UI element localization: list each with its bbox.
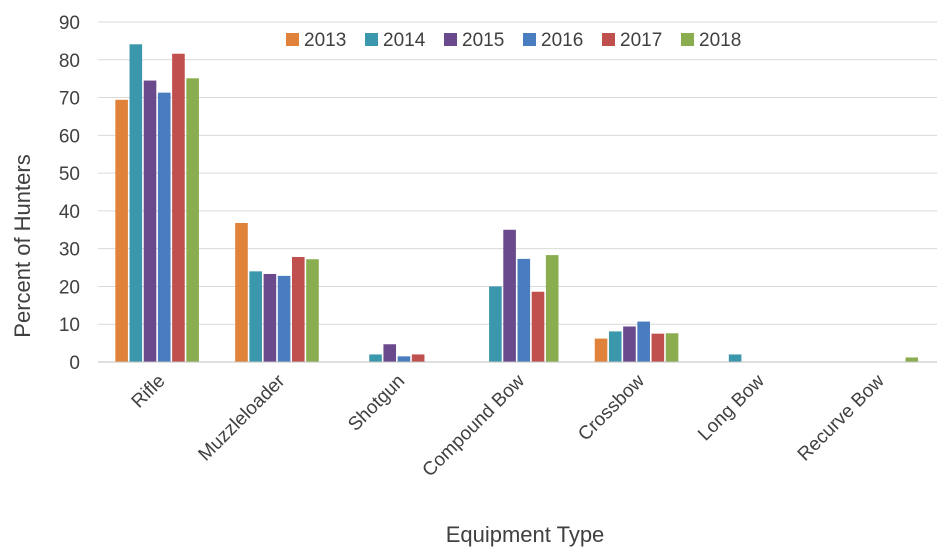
x-axis-title: Equipment Type	[446, 522, 605, 547]
bar-2015-crossbow	[623, 326, 636, 362]
legend: 2013 2014 2015 2016 2017 2018	[286, 30, 741, 51]
bar-2018-muzzleloader	[306, 259, 319, 362]
y-tick-label: 30	[59, 240, 80, 261]
bar-2018-crossbow	[665, 333, 679, 362]
legend-swatch	[523, 33, 536, 46]
y-tick-label: 80	[59, 51, 80, 72]
bar-2013-crossbow	[594, 338, 608, 362]
y-tick-label: 20	[59, 277, 80, 298]
bar-2015-compound-bow	[503, 229, 516, 362]
bar-2016-compound-bow	[517, 258, 531, 362]
x-tick-label: Recurve Bow	[794, 370, 889, 465]
bar-2014-long-bow	[728, 354, 742, 362]
bar-2016-rifle	[157, 92, 171, 363]
bar-2014-rifle	[129, 44, 143, 363]
bar-2017-muzzleloader	[291, 256, 305, 362]
bar-2013-rifle	[115, 99, 128, 363]
bar-2016-shotgun	[397, 356, 411, 362]
bar-2014-crossbow	[608, 331, 622, 362]
x-tick-label: Crossbow	[574, 370, 649, 445]
legend-swatch	[602, 33, 615, 46]
bar-2014-shotgun	[369, 354, 382, 362]
bar-2015-muzzleloader	[263, 273, 277, 362]
bar-2017-compound-bow	[531, 291, 545, 362]
bars	[115, 44, 919, 363]
legend-label: 2013	[304, 30, 346, 51]
bar-2015-rifle	[143, 80, 157, 363]
y-tick-label: 70	[59, 89, 80, 110]
bar-2014-compound-bow	[489, 286, 502, 362]
legend-swatch	[286, 33, 299, 46]
y-tick-label: 0	[69, 353, 80, 374]
bar-2013-muzzleloader	[235, 222, 248, 362]
legend-swatch	[365, 33, 378, 46]
y-tick-label: 60	[59, 126, 80, 147]
x-axis-ticks: Rifle Muzzleloader Shotgun Compound Bow Cros…	[128, 370, 889, 481]
legend-label: 2016	[541, 30, 583, 51]
bar-2015-shotgun	[383, 344, 397, 362]
bar-2014-muzzleloader	[249, 271, 262, 362]
y-tick-label: 40	[59, 202, 80, 223]
bar-2018-recurve-bow	[905, 357, 919, 362]
legend-label: 2015	[462, 30, 504, 51]
y-axis-ticks: 0 10 20 30 40 50 60 70 80 90	[59, 13, 80, 374]
x-tick-label: Muzzleloader	[195, 370, 290, 465]
x-tick-label: Long Bow	[694, 370, 769, 445]
bar-2017-rifle	[172, 53, 185, 362]
legend-swatch	[444, 33, 457, 46]
bar-2016-muzzleloader	[277, 275, 291, 362]
legend-label: 2014	[383, 30, 426, 51]
y-tick-label: 90	[59, 13, 80, 34]
legend-label: 2017	[620, 30, 662, 51]
legend-swatch	[681, 33, 694, 46]
x-tick-label: Compound Bow	[419, 370, 530, 481]
bar-2018-compound-bow	[545, 255, 559, 362]
y-tick-label: 50	[59, 164, 80, 185]
x-tick-label: Shotgun	[344, 371, 409, 436]
legend-label: 2018	[699, 30, 741, 51]
y-tick-label: 10	[59, 315, 80, 336]
bar-2016-crossbow	[637, 321, 650, 362]
bar-2017-shotgun	[411, 354, 425, 362]
bar-2018-rifle	[186, 78, 199, 363]
bar-2017-crossbow	[651, 333, 665, 362]
x-tick-label: Rifle	[128, 371, 170, 413]
y-axis-title: Percent of Hunters	[10, 154, 35, 337]
